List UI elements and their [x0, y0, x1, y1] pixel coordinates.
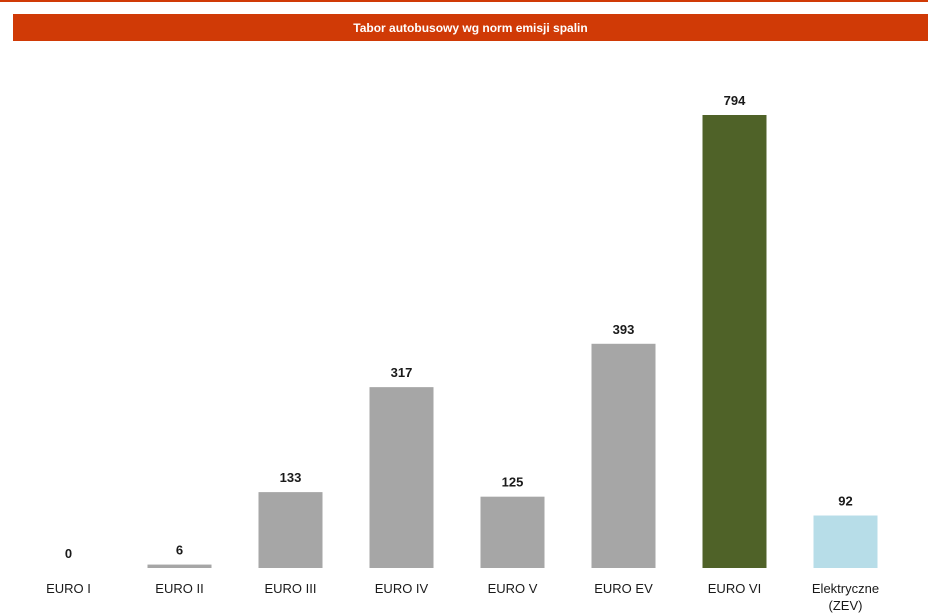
category-label-3: EURO IV	[375, 581, 429, 596]
bar-5	[591, 343, 656, 568]
bar-value-label-0: 0	[65, 546, 72, 561]
bar-3	[369, 387, 434, 568]
category-label-4: EURO V	[488, 581, 538, 596]
category-label-1: EURO II	[155, 581, 203, 596]
bar-6	[702, 115, 767, 568]
category-label-5: EURO EV	[594, 581, 653, 596]
bar-value-label-3: 317	[391, 365, 413, 380]
bar-value-label-5: 393	[613, 322, 635, 337]
bar-7	[813, 515, 878, 568]
category-label-0: EURO I	[46, 581, 91, 596]
top-accent-rule	[0, 0, 928, 2]
category-label-7: Elektryczne (ZEV)	[812, 581, 879, 613]
bar-value-label-4: 125	[502, 475, 524, 490]
bar-value-label-1: 6	[176, 543, 183, 558]
category-label-6: EURO VI	[708, 581, 761, 596]
bar-4	[480, 496, 545, 568]
category-label-2: EURO III	[264, 581, 316, 596]
chart-title: Tabor autobusowy wg norm emisji spalin	[13, 14, 928, 41]
bar-value-label-2: 133	[280, 470, 302, 485]
bar-value-label-6: 794	[724, 93, 746, 108]
bar-2	[258, 492, 323, 568]
bar-1	[147, 564, 212, 568]
bar-value-label-7: 92	[838, 494, 852, 509]
